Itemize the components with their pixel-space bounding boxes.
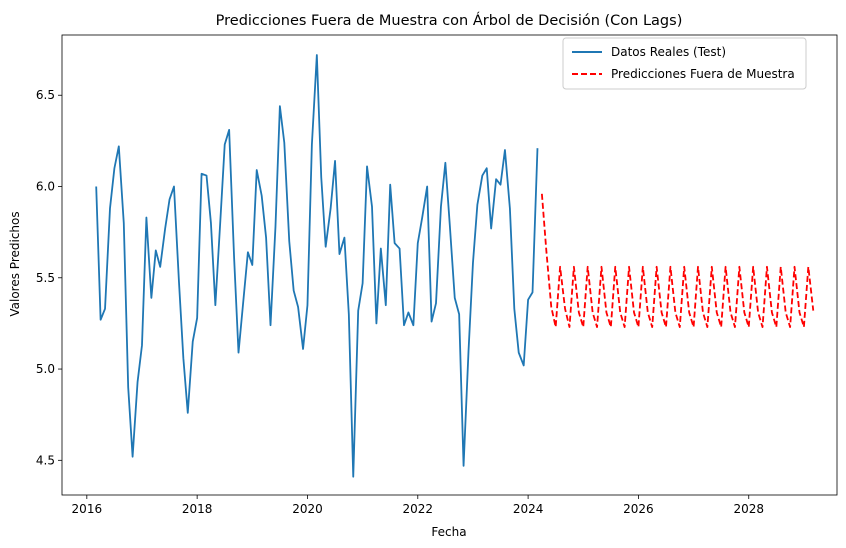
x-tick-label: 2024 xyxy=(513,502,544,516)
plot-area: 2016 2018 2020 2022 2024 2026 2028 4.5 5.0 5.5 6.… xyxy=(36,34,838,516)
axes-frame xyxy=(61,34,838,496)
y-tick-label: 6.0 xyxy=(36,180,55,194)
x-tick-label: 2016 xyxy=(72,502,103,516)
x-axis: 2016 2018 2020 2022 2024 2026 2028 xyxy=(72,495,764,516)
chart-title: Predicciones Fuera de Muestra con Árbol … xyxy=(216,12,683,29)
y-tick-label: 6.5 xyxy=(36,88,55,102)
y-tick-label: 5.0 xyxy=(36,362,55,376)
y-axis: 4.5 5.0 5.5 6.0 6.5 xyxy=(36,88,62,467)
series-line-1 xyxy=(540,193,815,328)
y-tick-label: 5.5 xyxy=(36,271,55,285)
series-layer xyxy=(95,54,815,478)
legend-label-predicted: Predicciones Fuera de Muestra xyxy=(611,67,795,81)
legend: Datos Reales (Test) Predicciones Fuera d… xyxy=(562,37,807,90)
x-tick-label: 2022 xyxy=(403,502,434,516)
series-line-0 xyxy=(95,54,539,478)
legend-box xyxy=(562,37,807,90)
x-tick-label: 2028 xyxy=(733,502,764,516)
x-tick-label: 2020 xyxy=(292,502,323,516)
y-tick-label: 4.5 xyxy=(36,453,55,467)
legend-label-real: Datos Reales (Test) xyxy=(611,45,726,59)
x-tick-label: 2018 xyxy=(182,502,213,516)
x-tick-label: 2026 xyxy=(623,502,654,516)
x-axis-label: Fecha xyxy=(431,525,466,539)
y-axis-label: Valores Predichos xyxy=(8,211,22,316)
